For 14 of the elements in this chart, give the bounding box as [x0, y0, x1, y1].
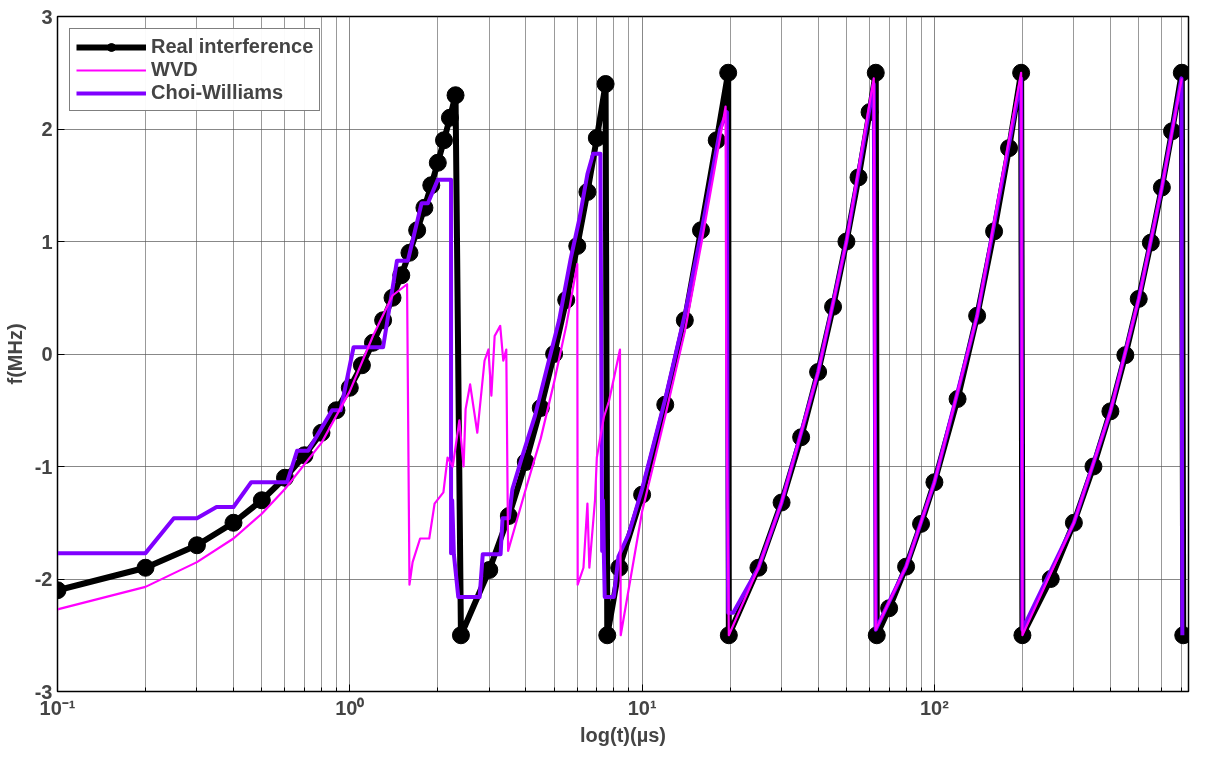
y-tick-label: 2: [41, 118, 53, 140]
legend-label: Real interference: [151, 35, 314, 58]
y-tick-label: -2: [34, 568, 53, 590]
x-tick-label: 10¹: [627, 696, 657, 719]
legend-label: WVD: [151, 58, 198, 81]
y-tick-label: -1: [34, 455, 53, 478]
y-tick-label: 1: [41, 230, 53, 253]
y-tick-label: 0: [41, 343, 53, 365]
x-tick-label: 10⁰: [335, 696, 365, 719]
y-axis-title: f(MHz): [3, 323, 26, 385]
legend-label: Choi-Williams: [151, 81, 284, 104]
x-tick-label: 10²: [919, 696, 950, 719]
y-tick-label: 3: [41, 5, 53, 28]
x-axis-title: log(t)(µs): [580, 723, 666, 746]
